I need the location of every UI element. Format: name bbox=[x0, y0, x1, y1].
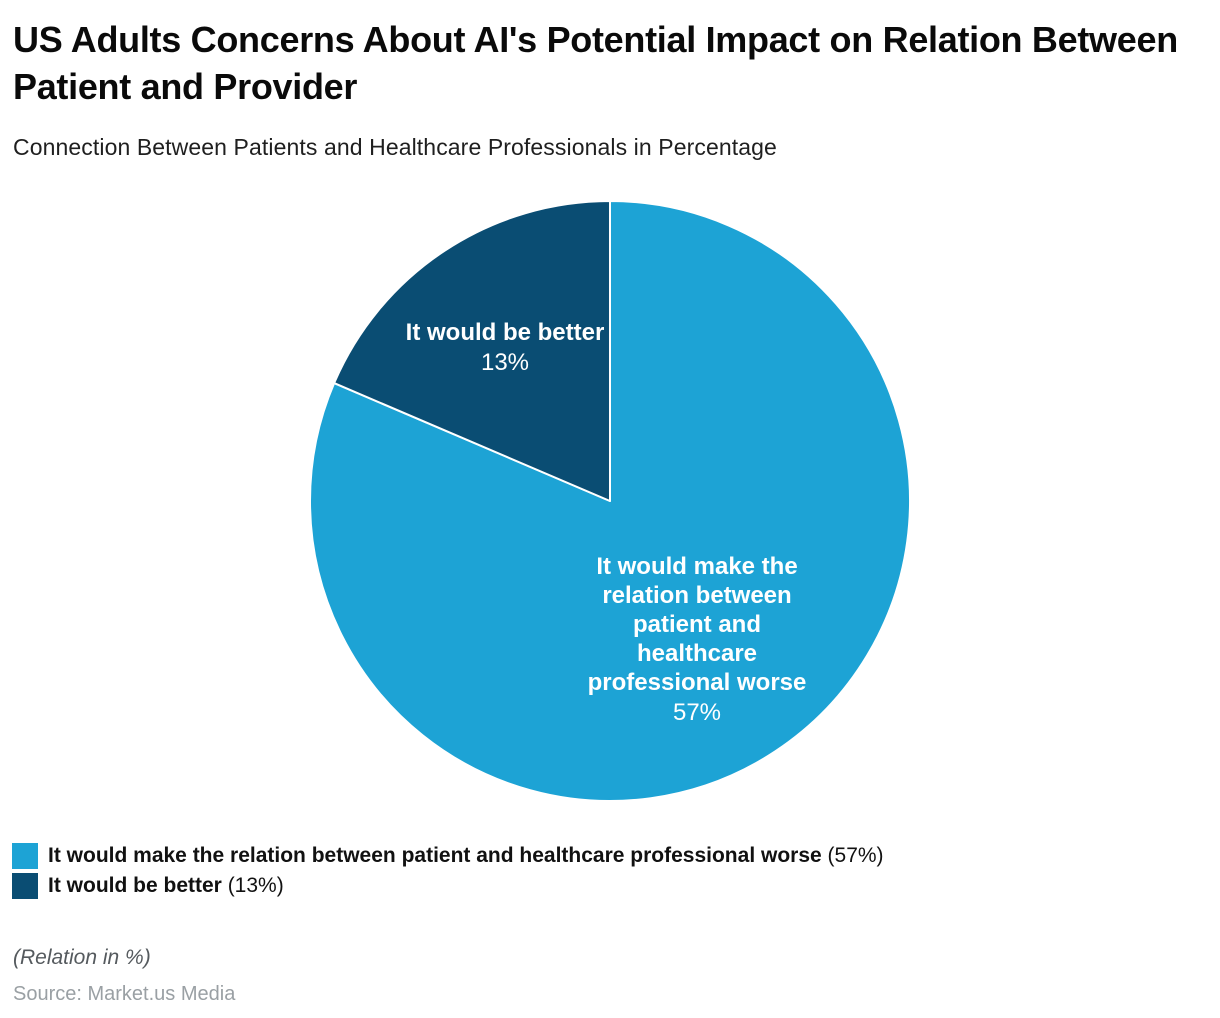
legend-label: It would be better bbox=[48, 874, 222, 897]
legend-text: It would be better (13%) bbox=[48, 874, 284, 898]
legend-pct: (13%) bbox=[227, 874, 284, 897]
legend: It would make the relation between patie… bbox=[12, 843, 884, 903]
legend-item-better: It would be better (13%) bbox=[12, 873, 884, 899]
pie-chart-area: It would be better 13% It would make the… bbox=[0, 178, 1220, 838]
pie-chart bbox=[309, 200, 911, 802]
legend-text: It would make the relation between patie… bbox=[48, 844, 884, 868]
chart-header: US Adults Concerns About AI's Potential … bbox=[0, 0, 1220, 161]
source-credit: Source: Market.us Media bbox=[13, 983, 236, 1005]
relation-footnote: (Relation in %) bbox=[13, 946, 151, 969]
page-subtitle: Connection Between Patients and Healthca… bbox=[13, 134, 777, 160]
legend-item-worse: It would make the relation between patie… bbox=[12, 843, 884, 869]
pie-slice-1[interactable] bbox=[333, 200, 611, 502]
legend-label: It would make the relation between patie… bbox=[48, 844, 822, 867]
legend-swatch-worse bbox=[12, 843, 38, 869]
page-title: US Adults Concerns About AI's Potential … bbox=[13, 19, 1178, 107]
legend-swatch-better bbox=[12, 873, 38, 899]
legend-pct: (57%) bbox=[827, 844, 884, 867]
